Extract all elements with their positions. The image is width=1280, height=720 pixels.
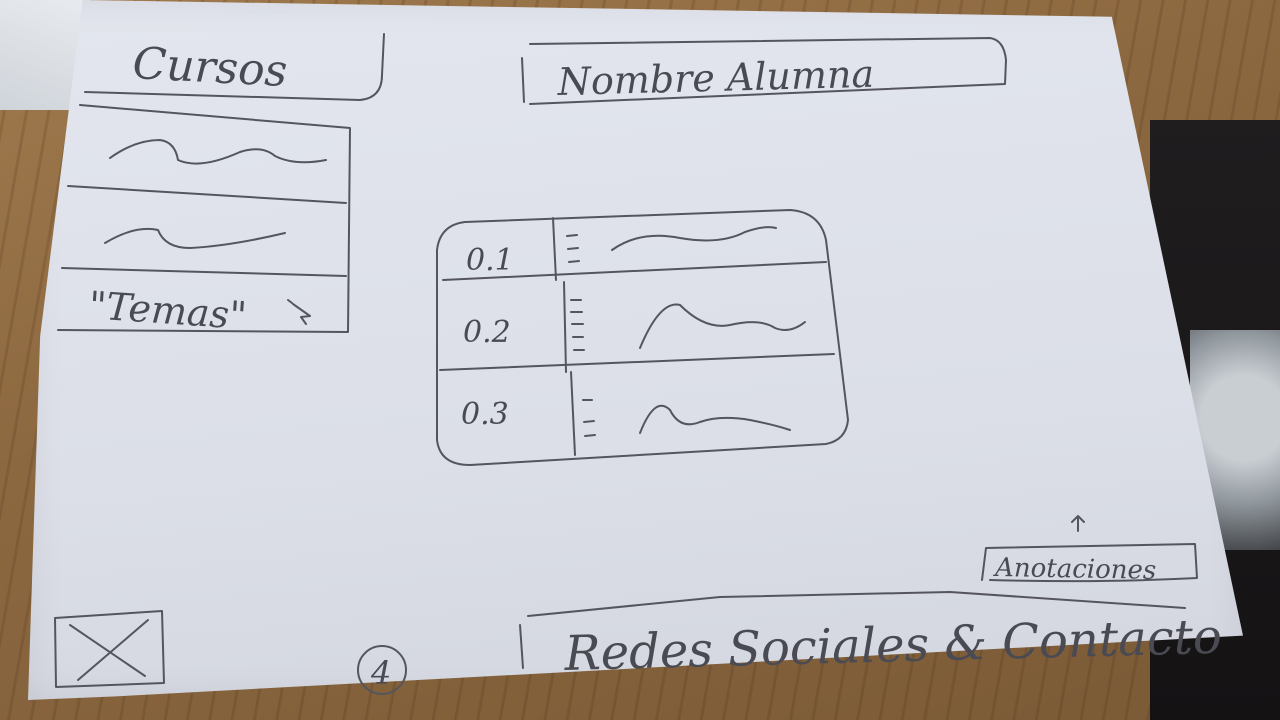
- row-number: 0.3: [461, 397, 509, 432]
- temas-label[interactable]: "Temas": [87, 283, 248, 338]
- annotations-box[interactable]: [981, 543, 1198, 583]
- annotations-label: Anotaciones: [993, 553, 1157, 586]
- sidebar-item-1[interactable]: [109, 139, 327, 165]
- image-placeholder-icon: [54, 610, 165, 688]
- cursos-box[interactable]: [84, 33, 385, 101]
- paper-sheet: [28, 0, 1243, 700]
- sidebar-list: [57, 104, 351, 333]
- sidebar-title: Cursos: [131, 38, 288, 97]
- table-row[interactable]: [570, 299, 806, 351]
- page-number: 4: [370, 654, 391, 692]
- table-row[interactable]: [582, 399, 791, 437]
- student-name-box: [521, 37, 1007, 105]
- table-row[interactable]: [566, 226, 777, 263]
- cursor-icon: [287, 299, 311, 325]
- page-number-circle: [357, 645, 407, 695]
- footer-box: [519, 591, 1186, 669]
- row-number: 0.1: [466, 243, 514, 278]
- social-contact[interactable]: Redes Sociales & Contacto: [563, 609, 1223, 682]
- arrow-up-icon: [1071, 515, 1085, 532]
- row-number: 0.2: [463, 315, 511, 350]
- content-table: [436, 209, 849, 466]
- student-name: Nombre Alumna: [556, 52, 874, 104]
- sidebar-item-2[interactable]: [104, 227, 286, 249]
